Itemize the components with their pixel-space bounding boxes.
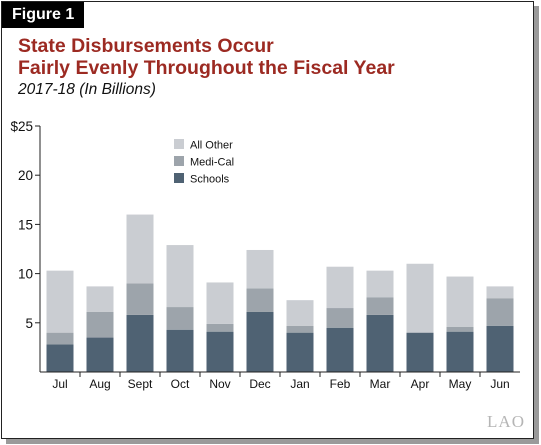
bar-medi-cal-sept — [126, 283, 154, 315]
y-tick-label: 15 — [18, 217, 33, 232]
y-tick-label: 20 — [18, 168, 33, 183]
bar-medi-cal-dec — [246, 288, 274, 312]
x-tick-label: Jan — [290, 377, 309, 391]
bar-all-other-jul — [46, 270, 74, 333]
x-tick-label: Apr — [411, 377, 430, 391]
bar-medi-cal-jan — [286, 325, 314, 333]
x-tick-label: Nov — [209, 377, 230, 391]
legend-swatch — [174, 173, 184, 183]
x-tick-label: Feb — [330, 377, 351, 391]
bar-medi-cal-aug — [86, 311, 114, 338]
bar-schools-jun — [486, 325, 514, 372]
bar-schools-feb — [326, 327, 354, 372]
x-tick-label: Aug — [89, 377, 110, 391]
bar-medi-cal-mar — [366, 297, 394, 315]
bar-all-other-mar — [366, 270, 394, 298]
y-tick-label: $25 — [10, 119, 33, 134]
bar-all-other-aug — [86, 286, 114, 312]
bar-schools-jul — [46, 344, 74, 372]
figure-label: Figure 1 — [2, 2, 85, 28]
x-tick-label: Dec — [249, 377, 270, 391]
bar-schools-aug — [86, 337, 114, 372]
bar-schools-mar — [366, 314, 394, 372]
x-tick-label: Jun — [490, 377, 509, 391]
bar-schools-dec — [246, 311, 274, 372]
bar-medi-cal-jun — [486, 298, 514, 326]
legend-swatch — [174, 156, 184, 166]
bar-medi-cal-nov — [206, 323, 234, 332]
bar-all-other-jun — [486, 286, 514, 299]
bar-all-other-apr — [406, 263, 434, 333]
bar-all-other-nov — [206, 282, 234, 324]
legend-label: Schools — [190, 174, 230, 186]
x-tick-label: Mar — [370, 377, 391, 391]
bar-all-other-oct — [166, 245, 194, 308]
bar-medi-cal-jul — [46, 332, 74, 345]
bar-medi-cal-feb — [326, 308, 354, 328]
bar-schools-may — [446, 331, 474, 372]
bar-schools-jan — [286, 332, 314, 372]
bar-all-other-dec — [246, 249, 274, 289]
x-tick-label: May — [449, 377, 472, 391]
bar-schools-oct — [166, 329, 194, 372]
x-tick-label: Jul — [52, 377, 67, 391]
chart-title: State Disbursements Occur Fairly Evenly … — [18, 35, 518, 79]
chart-title-line-1: State Disbursements Occur — [18, 35, 274, 57]
bar-schools-nov — [206, 331, 234, 372]
legend-label: Medi-Cal — [190, 157, 234, 169]
x-tick-label: Oct — [171, 377, 190, 391]
bar-medi-cal-may — [446, 326, 474, 332]
chart-title-line-2: Fairly Evenly Throughout the Fiscal Year — [18, 57, 395, 79]
y-tick-label: 10 — [18, 267, 33, 282]
bar-schools-apr — [406, 332, 434, 372]
bar-schools-sept — [126, 314, 154, 372]
bar-all-other-sept — [126, 214, 154, 284]
bar-all-other-may — [446, 276, 474, 327]
lao-logo: LAO — [487, 412, 525, 431]
y-tick-label: 5 — [25, 316, 33, 331]
chart-subtitle: 2017-18 (In Billions) — [18, 81, 156, 98]
bar-all-other-feb — [326, 266, 354, 309]
legend-label: All Other — [190, 140, 233, 152]
bar-all-other-jan — [286, 300, 314, 326]
x-tick-label: Sept — [128, 377, 153, 391]
bar-medi-cal-oct — [166, 307, 194, 330]
legend-swatch — [174, 139, 184, 149]
